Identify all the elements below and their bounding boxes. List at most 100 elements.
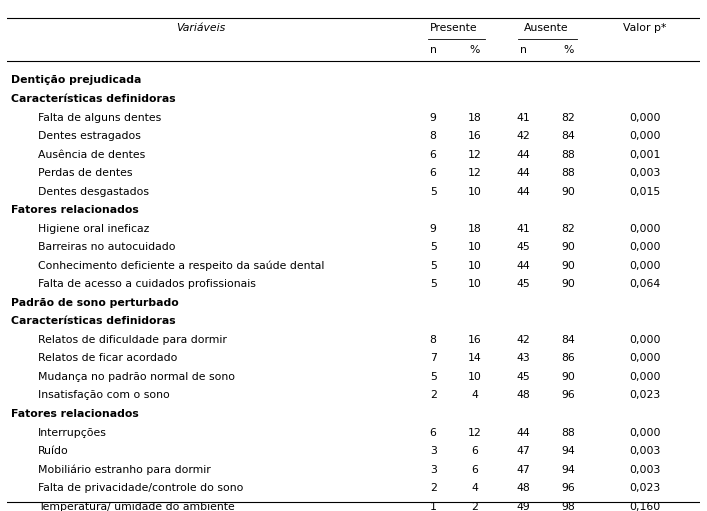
Text: Variáveis: Variáveis [177, 22, 226, 33]
Text: 44: 44 [516, 261, 530, 271]
Text: Fatores relacionados: Fatores relacionados [11, 409, 139, 419]
Text: 0,003: 0,003 [629, 464, 660, 475]
Text: 48: 48 [516, 483, 530, 493]
Text: Falta de privacidade/controle do sono: Falta de privacidade/controle do sono [38, 483, 244, 493]
Text: 48: 48 [516, 390, 530, 401]
Text: Mudança no padrão normal de sono: Mudança no padrão normal de sono [38, 372, 235, 382]
Text: 9: 9 [430, 112, 437, 123]
Text: 90: 90 [561, 261, 575, 271]
Text: 0,160: 0,160 [629, 502, 660, 511]
Text: Higiene oral ineficaz: Higiene oral ineficaz [38, 224, 150, 234]
Text: 0,023: 0,023 [629, 390, 660, 401]
Text: Insatisfação com o sono: Insatisfação com o sono [38, 390, 170, 401]
Text: 43: 43 [516, 354, 530, 363]
Text: 9: 9 [430, 224, 437, 234]
Text: 10: 10 [468, 187, 481, 197]
Text: 16: 16 [468, 131, 481, 141]
Text: Interrupções: Interrupções [38, 428, 107, 437]
Text: 42: 42 [516, 131, 530, 141]
Text: 5: 5 [430, 187, 437, 197]
Text: 82: 82 [561, 112, 575, 123]
Text: 49: 49 [516, 502, 530, 511]
Text: 96: 96 [561, 390, 575, 401]
Text: Dentição prejudicada: Dentição prejudicada [11, 76, 141, 85]
Text: Dentes desgastados: Dentes desgastados [38, 187, 149, 197]
Text: Mobiliário estranho para dormir: Mobiliário estranho para dormir [38, 464, 211, 475]
Text: 88: 88 [561, 150, 575, 159]
Text: Fatores relacionados: Fatores relacionados [11, 205, 139, 215]
Text: 8: 8 [430, 131, 437, 141]
Text: Temperatura/ umidade do ambiente: Temperatura/ umidade do ambiente [38, 502, 235, 511]
Text: 10: 10 [468, 242, 481, 252]
Text: 0,000: 0,000 [629, 224, 660, 234]
Text: n: n [520, 45, 527, 55]
Text: 4: 4 [472, 483, 478, 493]
Text: Falta de acesso a cuidados profissionais: Falta de acesso a cuidados profissionais [38, 280, 256, 289]
Text: 0,003: 0,003 [629, 168, 660, 178]
Text: 45: 45 [516, 372, 530, 382]
Text: Falta de alguns dentes: Falta de alguns dentes [38, 112, 161, 123]
Text: 44: 44 [516, 150, 530, 159]
Text: 10: 10 [468, 372, 481, 382]
Text: n: n [430, 45, 437, 55]
Text: 18: 18 [468, 224, 481, 234]
Text: 5: 5 [430, 242, 437, 252]
Text: 2: 2 [430, 390, 437, 401]
Text: 94: 94 [561, 446, 575, 456]
Text: 82: 82 [561, 224, 575, 234]
Text: 0,000: 0,000 [629, 131, 660, 141]
Text: 98: 98 [561, 502, 575, 511]
Text: 8: 8 [430, 335, 437, 345]
Text: 45: 45 [516, 280, 530, 289]
Text: 14: 14 [468, 354, 481, 363]
Text: Características definidoras: Características definidoras [11, 316, 175, 327]
Text: 44: 44 [516, 168, 530, 178]
Text: 90: 90 [561, 372, 575, 382]
Text: 0,003: 0,003 [629, 446, 660, 456]
Text: Padrão de sono perturbado: Padrão de sono perturbado [11, 298, 178, 308]
Text: Ausente: Ausente [524, 22, 568, 33]
Text: 3: 3 [430, 464, 437, 475]
Text: 5: 5 [430, 261, 437, 271]
Text: 47: 47 [516, 446, 530, 456]
Text: 16: 16 [468, 335, 481, 345]
Text: 18: 18 [468, 112, 481, 123]
Text: 12: 12 [468, 150, 481, 159]
Text: 44: 44 [516, 187, 530, 197]
Text: 84: 84 [561, 131, 575, 141]
Text: 42: 42 [516, 335, 530, 345]
Text: 41: 41 [516, 224, 530, 234]
Text: Relatos de dificuldade para dormir: Relatos de dificuldade para dormir [38, 335, 227, 345]
Text: 3: 3 [430, 446, 437, 456]
Text: 7: 7 [430, 354, 437, 363]
Text: 2: 2 [430, 483, 437, 493]
Text: 90: 90 [561, 187, 575, 197]
Text: 6: 6 [472, 446, 478, 456]
Text: 96: 96 [561, 483, 575, 493]
Text: 45: 45 [516, 242, 530, 252]
Text: 0,023: 0,023 [629, 483, 660, 493]
Text: 86: 86 [561, 354, 575, 363]
Text: %: % [563, 45, 573, 55]
Text: 0,001: 0,001 [629, 150, 660, 159]
Text: 88: 88 [561, 428, 575, 437]
Text: 1: 1 [430, 502, 437, 511]
Text: 90: 90 [561, 242, 575, 252]
Text: 12: 12 [468, 168, 481, 178]
Text: 0,000: 0,000 [629, 242, 660, 252]
Text: 94: 94 [561, 464, 575, 475]
Text: Conhecimento deficiente a respeito da saúde dental: Conhecimento deficiente a respeito da sa… [38, 261, 325, 271]
Text: 6: 6 [472, 464, 478, 475]
Text: 88: 88 [561, 168, 575, 178]
Text: 44: 44 [516, 428, 530, 437]
Text: 0,000: 0,000 [629, 372, 660, 382]
Text: 4: 4 [472, 390, 478, 401]
Text: 6: 6 [430, 428, 437, 437]
Text: 0,000: 0,000 [629, 354, 660, 363]
Text: 6: 6 [430, 168, 437, 178]
Text: Perdas de dentes: Perdas de dentes [38, 168, 133, 178]
Text: 0,015: 0,015 [629, 187, 660, 197]
Text: 0,000: 0,000 [629, 261, 660, 271]
Text: 6: 6 [430, 150, 437, 159]
Text: 47: 47 [516, 464, 530, 475]
